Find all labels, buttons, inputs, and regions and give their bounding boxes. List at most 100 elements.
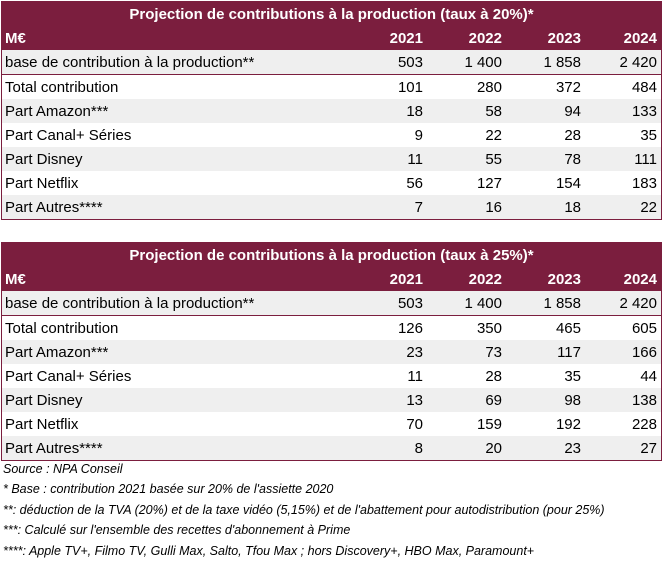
cell-value: 154 bbox=[555, 174, 581, 192]
cell-value: 58 bbox=[485, 102, 502, 120]
cell-value: 98 bbox=[564, 391, 581, 409]
cell-value: 126 bbox=[397, 319, 423, 337]
table-row: Part Netflix 56 127 154 183 bbox=[2, 171, 661, 195]
header-year-2023: 2023 bbox=[547, 270, 581, 288]
table-row: Part Amazon*** 18 58 94 133 bbox=[2, 99, 661, 123]
cell-value: 22 bbox=[640, 198, 657, 216]
source-note: Source : NPA Conseil bbox=[3, 462, 123, 476]
cell-value: 1 858 bbox=[543, 53, 581, 71]
row-label: Total contribution bbox=[5, 319, 119, 337]
header-unit: M€ bbox=[5, 270, 26, 288]
table-row: Part Netflix 70 159 192 228 bbox=[2, 412, 661, 436]
row-label: Part Netflix bbox=[5, 415, 79, 433]
cell-value: 23 bbox=[564, 439, 581, 457]
footnotes: Source : NPA Conseil * Base : contributi… bbox=[3, 459, 605, 561]
cell-value: 70 bbox=[406, 415, 423, 433]
cell-value: 35 bbox=[640, 126, 657, 144]
header-year-2021: 2021 bbox=[389, 270, 423, 288]
cell-value: 605 bbox=[631, 319, 657, 337]
cell-value: 166 bbox=[631, 343, 657, 361]
table-row: Part Amazon*** 23 73 117 166 bbox=[2, 340, 661, 364]
row-label: Part Autres**** bbox=[5, 198, 103, 216]
cell-value: 11 bbox=[407, 150, 423, 168]
cell-value: 7 bbox=[414, 198, 423, 216]
row-label: Part Canal+ Séries bbox=[5, 367, 132, 385]
footnote-deduction: **: déduction de la TVA (20%) et de la t… bbox=[3, 502, 605, 517]
cell-value: 111 bbox=[634, 150, 657, 168]
cell-value: 372 bbox=[555, 78, 581, 96]
table-header-row: M€ 2021 2022 2023 2024 bbox=[2, 26, 661, 50]
cell-value: 465 bbox=[555, 319, 581, 337]
table-row: Part Canal+ Séries 9 22 28 35 bbox=[2, 123, 661, 147]
contribution-table-25pct: Projection de contributions à la product… bbox=[1, 242, 662, 461]
cell-value: 22 bbox=[485, 126, 502, 144]
cell-value: 101 bbox=[397, 78, 423, 96]
cell-value: 69 bbox=[485, 391, 502, 409]
cell-value: 484 bbox=[631, 78, 657, 96]
header-year-2022: 2022 bbox=[468, 29, 502, 47]
row-label: Part Netflix bbox=[5, 174, 79, 192]
table-row: Part Disney 13 69 98 138 bbox=[2, 388, 661, 412]
header-year-2021: 2021 bbox=[389, 29, 423, 47]
table-row: base de contribution à la production** 5… bbox=[2, 50, 661, 75]
table-row: Total contribution 126 350 465 605 bbox=[2, 316, 661, 340]
table-row: base de contribution à la production** 5… bbox=[2, 291, 661, 316]
row-label: Total contribution bbox=[5, 78, 119, 96]
cell-value: 138 bbox=[631, 391, 657, 409]
cell-value: 18 bbox=[564, 198, 581, 216]
cell-value: 192 bbox=[555, 415, 581, 433]
table-row: Part Disney 11 55 78 111 bbox=[2, 147, 661, 171]
row-label: Part Amazon*** bbox=[5, 343, 109, 361]
cell-value: 2 420 bbox=[619, 294, 657, 312]
footnote-autres: ****: Apple TV+, Filmo TV, Gulli Max, Sa… bbox=[3, 543, 535, 558]
cell-value: 73 bbox=[485, 343, 502, 361]
cell-value: 23 bbox=[406, 343, 423, 361]
cell-value: 503 bbox=[397, 294, 423, 312]
header-year-2023: 2023 bbox=[547, 29, 581, 47]
cell-value: 183 bbox=[631, 174, 657, 192]
header-year-2024: 2024 bbox=[623, 29, 657, 47]
cell-value: 13 bbox=[406, 391, 423, 409]
cell-value: 1 400 bbox=[464, 53, 502, 71]
header-year-2022: 2022 bbox=[468, 270, 502, 288]
contribution-table-20pct: Projection de contributions à la product… bbox=[1, 1, 662, 220]
table-header-row: M€ 2021 2022 2023 2024 bbox=[2, 267, 661, 291]
row-label: Part Disney bbox=[5, 150, 83, 168]
cell-value: 228 bbox=[631, 415, 657, 433]
table-row: Part Autres**** 7 16 18 22 bbox=[2, 195, 661, 219]
cell-value: 9 bbox=[414, 126, 423, 144]
table-row: Part Autres**** 8 20 23 27 bbox=[2, 436, 661, 460]
cell-value: 78 bbox=[564, 150, 581, 168]
cell-value: 28 bbox=[485, 367, 502, 385]
footnote-prime: ***: Calculé sur l'ensemble des recettes… bbox=[3, 523, 351, 538]
table-title: Projection de contributions à la product… bbox=[2, 243, 661, 267]
cell-value: 27 bbox=[640, 439, 657, 457]
cell-value: 44 bbox=[640, 367, 657, 385]
cell-value: 8 bbox=[414, 439, 423, 457]
cell-value: 127 bbox=[476, 174, 502, 192]
cell-value: 35 bbox=[564, 367, 581, 385]
row-label: base de contribution à la production** bbox=[5, 294, 255, 312]
cell-value: 2 420 bbox=[619, 53, 657, 71]
cell-value: 1 858 bbox=[543, 294, 581, 312]
row-label: Part Disney bbox=[5, 391, 83, 409]
row-label: Part Autres**** bbox=[5, 439, 103, 457]
cell-value: 18 bbox=[406, 102, 423, 120]
row-label: Part Canal+ Séries bbox=[5, 126, 132, 144]
cell-value: 1 400 bbox=[464, 294, 502, 312]
cell-value: 28 bbox=[564, 126, 581, 144]
row-label: Part Amazon*** bbox=[5, 102, 109, 120]
cell-value: 350 bbox=[476, 319, 502, 337]
table-title: Projection de contributions à la product… bbox=[2, 2, 661, 26]
cell-value: 56 bbox=[406, 174, 423, 192]
cell-value: 117 bbox=[557, 343, 581, 361]
cell-value: 159 bbox=[476, 415, 502, 433]
cell-value: 280 bbox=[476, 78, 502, 96]
row-label: base de contribution à la production** bbox=[5, 53, 255, 71]
cell-value: 55 bbox=[485, 150, 502, 168]
cell-value: 133 bbox=[631, 102, 657, 120]
cell-value: 20 bbox=[485, 439, 502, 457]
cell-value: 94 bbox=[564, 102, 581, 120]
table-row: Part Canal+ Séries 11 28 35 44 bbox=[2, 364, 661, 388]
table-row: Total contribution 101 280 372 484 bbox=[2, 75, 661, 99]
